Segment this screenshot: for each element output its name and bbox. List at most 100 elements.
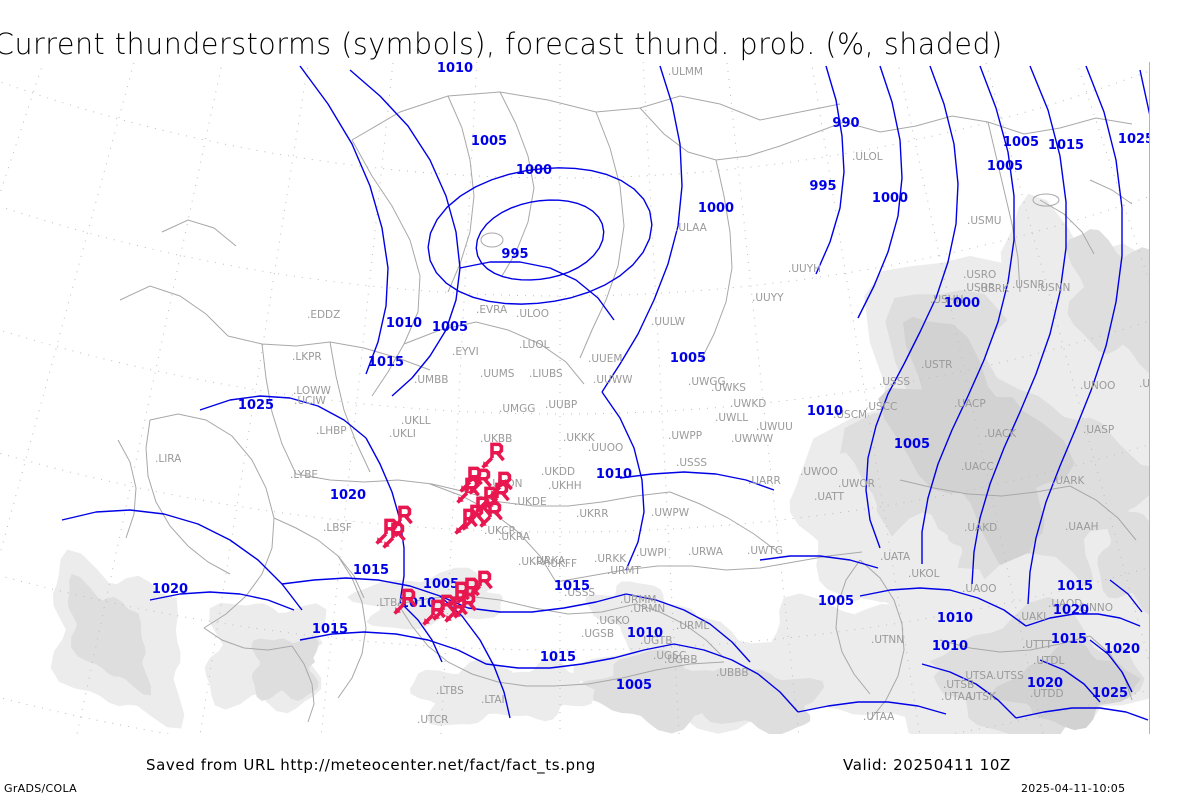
isobar-layer — [61, 65, 1150, 721]
station-label: .LTBS — [436, 685, 464, 697]
station-label: .UGKO — [596, 615, 630, 627]
isobar-label: 1005 — [616, 678, 652, 693]
isobar-label: 1020 — [152, 582, 188, 597]
station-label: .UTCR — [417, 714, 448, 726]
station-label: .UARK — [1052, 475, 1086, 487]
map-canvas[interactable]: .EDDZ .LKPR .EVRA .ULOO .EYVI .LUOL .UUEM .ULAA… — [0, 62, 1200, 734]
station-label: .LIUBS — [529, 368, 563, 380]
station-label: .USCM — [833, 409, 867, 421]
station-label: .USRK — [977, 283, 1010, 295]
thunderstorm-symbol-layer — [375, 442, 513, 626]
station-label: .UKLI — [389, 428, 416, 440]
station-label: .UTSA — [962, 670, 994, 682]
station-label: .UUEM — [588, 353, 622, 365]
weather-map[interactable]: .EDDZ .LKPR .EVRA .ULOO .EYVI .LUOL .UUEM .ULAA… — [0, 62, 1200, 734]
station-label: .UTNN — [871, 634, 904, 646]
thunderstorm-symbol — [382, 522, 406, 549]
station-label: .USSS — [564, 587, 595, 599]
station-label: .UARR — [748, 475, 781, 487]
station-label: .UTSB — [943, 679, 974, 691]
station-label: .UUOO — [588, 442, 623, 454]
station-label: .UAAH — [1065, 521, 1099, 533]
station-label: .UWKS — [711, 382, 746, 394]
station-label: .ULMM — [668, 66, 703, 78]
station-label: .USHH — [930, 294, 963, 306]
station-label: .USCC — [865, 401, 897, 413]
station-label: .URMT — [607, 565, 641, 577]
isobar-label: 1015 — [353, 563, 389, 578]
station-label: .URMN — [630, 603, 665, 615]
station-label: .UULW — [651, 316, 686, 328]
station-label: .UGSC — [653, 650, 686, 662]
station-label: .URMM — [620, 594, 656, 606]
station-label: .URML — [676, 620, 709, 632]
isobar-label: 1020 — [1027, 676, 1063, 691]
isobar-label: 1025 — [238, 398, 274, 413]
isobar-label: 1005 — [670, 351, 706, 366]
station-label: .UKDE — [514, 496, 547, 508]
station-label: .EVRA — [476, 304, 508, 316]
station-label: .ULAA — [675, 222, 708, 234]
station-label: .UMBB — [414, 374, 449, 386]
isobar-label: 995 — [809, 179, 836, 194]
thunderstorm-symbol — [479, 501, 503, 528]
station-label: .UKRR — [576, 508, 609, 520]
station-label: .UKFF — [547, 558, 577, 570]
station-label: .UNOO — [1080, 380, 1115, 392]
station-label: .UKRA — [518, 556, 551, 568]
station-label: .UNNO — [1078, 602, 1113, 614]
station-label: .UWWW — [731, 433, 774, 445]
footer-source-url: Saved from URL http://meteocenter.net/fa… — [146, 756, 596, 774]
station-label: .ULOO — [516, 308, 549, 320]
station-label: .UATT — [814, 491, 845, 503]
station-label: .UAOD — [1048, 598, 1082, 610]
station-label: .LBSF — [323, 522, 352, 534]
station-label: .LYBE — [290, 469, 318, 481]
isobar-label: 1010 — [627, 626, 663, 641]
graticule-layer — [0, 62, 1150, 734]
station-label: .UTAA — [941, 691, 973, 703]
station-label: .UMGG — [499, 403, 535, 415]
isobar-label: 1015 — [1057, 579, 1093, 594]
isobar-label: 1005 — [1003, 135, 1039, 150]
isobar-label: 1015 — [312, 622, 348, 637]
station-label: .USNN — [1037, 282, 1070, 294]
station-label: .UTSS — [993, 670, 1024, 682]
station-label: .UWPW — [651, 507, 690, 519]
footer-software-credit: GrADS/COLA — [4, 782, 77, 795]
isobar-label: 1005 — [432, 320, 468, 335]
probability-shading-layer — [50, 193, 1150, 734]
station-label: .UWOO — [800, 466, 838, 478]
station-label: .UAKD — [964, 522, 997, 534]
isobar-label: 1020 — [1053, 603, 1089, 618]
station-label: .UAOO — [962, 583, 997, 595]
isobar-label: 1015 — [554, 579, 590, 594]
station-label: .LKPR — [292, 351, 322, 363]
isobar-label: 1015 — [368, 355, 404, 370]
footer-timestamp: 2025-04-11-10:05 — [1021, 782, 1126, 795]
isobar-label: 1010 — [596, 467, 632, 482]
isobar-label: 1015 — [1051, 632, 1087, 647]
isobar-label: 1015 — [1048, 138, 1084, 153]
station-label: .LOWW — [293, 385, 331, 397]
station-label: .ULOL — [852, 151, 883, 163]
station-label: .UKKK — [563, 432, 596, 444]
station-label: .UASP — [1083, 424, 1114, 436]
thunderstorm-symbol — [454, 508, 478, 535]
station-label: .UGBB — [664, 654, 698, 666]
station-label: .UTDD — [1030, 688, 1064, 700]
station-label: .UKOL — [908, 568, 940, 580]
isobar-label: 1005 — [471, 134, 507, 149]
isobar-label: 1000 — [516, 163, 552, 178]
station-label: .UAKI — [1018, 611, 1046, 623]
isobar-label-layer: 1010 1005 1000 995 990 995 1000 1000 1015 1025 100… — [152, 62, 1150, 701]
isobar-label: 1005 — [818, 594, 854, 609]
station-label: .UGTB — [640, 635, 672, 647]
isobar-label: 990 — [832, 116, 859, 131]
isobar-label: 1000 — [698, 201, 734, 216]
station-label: .UWGG — [688, 376, 726, 388]
station-label: .UWLL — [715, 412, 748, 424]
station-label-layer: .EDDZ .LKPR .EVRA .ULOO .EYVI .LUOL .UUEM .ULAA… — [155, 66, 1150, 726]
station-label: .LTBA — [376, 597, 405, 609]
station-label: .URKK — [594, 553, 627, 565]
